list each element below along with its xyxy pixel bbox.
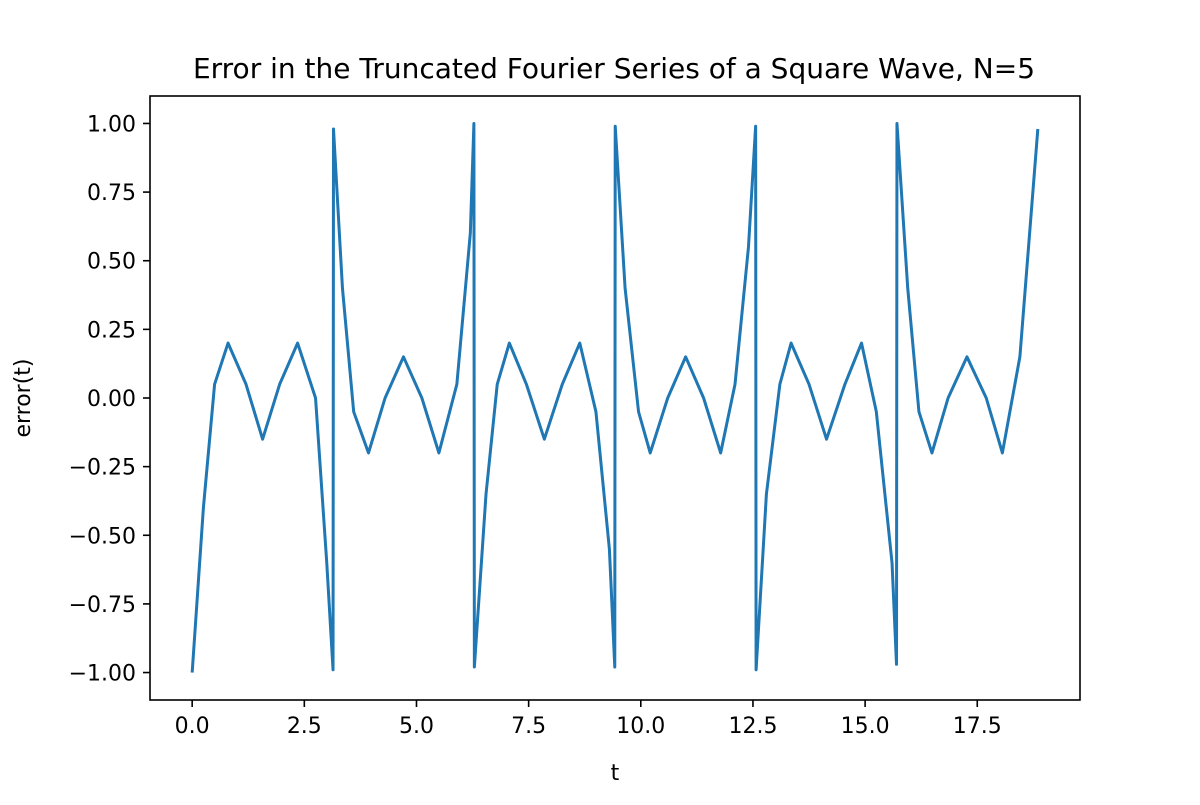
x-tick-label: 0.0 xyxy=(175,714,210,739)
y-tick-label: 0.00 xyxy=(87,387,136,412)
y-tick-label: 0.75 xyxy=(87,181,136,206)
y-tick-label: −1.00 xyxy=(69,662,136,687)
y-tick-label: 0.25 xyxy=(87,318,136,343)
x-tick-label: 12.5 xyxy=(728,714,777,739)
y-tick-label: 1.00 xyxy=(87,112,136,137)
x-tick-label: 17.5 xyxy=(953,714,1002,739)
x-tick-label: 2.5 xyxy=(287,714,322,739)
x-tick-label: 5.0 xyxy=(399,714,434,739)
x-tick-label: 15.0 xyxy=(841,714,890,739)
y-tick-label: 0.50 xyxy=(87,250,136,275)
y-tick-label: −0.75 xyxy=(69,593,136,618)
x-tick-label: 7.5 xyxy=(511,714,546,739)
y-axis-label: error(t) xyxy=(11,358,36,437)
y-tick-label: −0.50 xyxy=(69,524,136,549)
series-line-0 xyxy=(190,121,1040,673)
plot-area: 0.0 2.5 5.0 7.5 10.0 12.5 15.0 17.5 1.00 0.75 0.50… xyxy=(69,95,1081,739)
y-tick-label: −0.25 xyxy=(69,456,136,481)
x-axis-label: t xyxy=(611,761,620,786)
chart-title: Error in the Truncated Fourier Series of… xyxy=(193,52,1035,85)
x-tick-label: 10.0 xyxy=(616,714,665,739)
